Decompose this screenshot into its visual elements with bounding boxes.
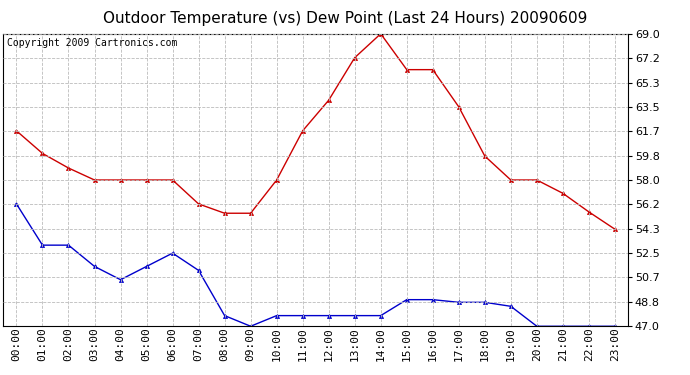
Text: Outdoor Temperature (vs) Dew Point (Last 24 Hours) 20090609: Outdoor Temperature (vs) Dew Point (Last… xyxy=(103,11,587,26)
Text: Copyright 2009 Cartronics.com: Copyright 2009 Cartronics.com xyxy=(7,38,177,48)
